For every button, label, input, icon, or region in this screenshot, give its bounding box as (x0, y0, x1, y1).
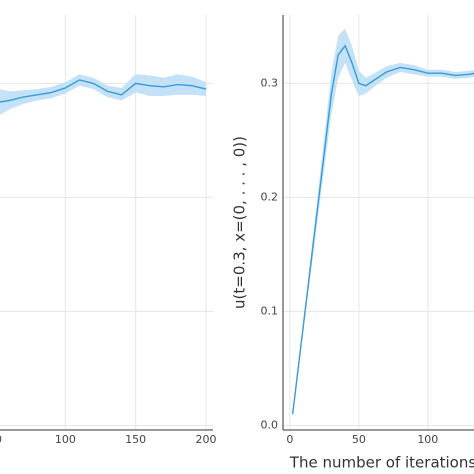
confidence-band (0, 74, 206, 115)
confidence-band (292, 28, 474, 417)
x-tick-label: 200 (195, 433, 216, 446)
x-tick-label: 100 (55, 433, 76, 446)
x-tick-label: 150 (125, 433, 146, 446)
x-axis-label: The number of iterations (289, 454, 474, 472)
line (291, 44, 474, 415)
y-axis-label: u(t=0.3, x=(0, . . . , 0)) (231, 136, 249, 309)
y-tick-label: 0.1 (261, 304, 279, 317)
y-tick-label: 0.0 (261, 418, 279, 431)
y-tick-label: 0.3 (261, 76, 279, 89)
y-tick-label: 0.2 (261, 190, 279, 203)
x-tick-label: 0 (286, 433, 293, 446)
line (0, 79, 207, 103)
x-tick-label: 50 (0, 433, 2, 446)
x-tick-label: 50 (352, 433, 366, 446)
x-tick-label: 100 (417, 433, 438, 446)
